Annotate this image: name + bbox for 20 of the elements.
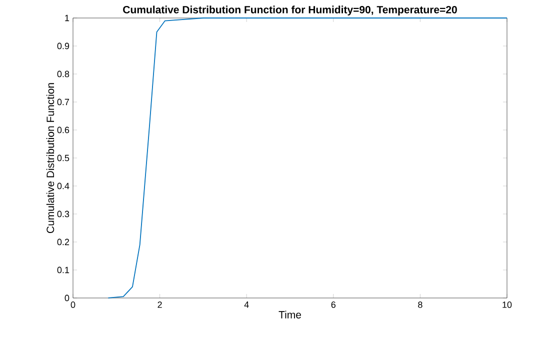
y-tick-label: 0.5 [57, 154, 70, 162]
x-axis-title: Time [278, 310, 301, 318]
y-tick-label: 0.7 [57, 98, 70, 106]
x-tick-label: 10 [502, 302, 512, 308]
y-tick-label: 0 [64, 294, 70, 302]
x-tick-label: 0 [70, 302, 76, 308]
x-tick-label: 8 [418, 302, 422, 308]
x-tick-label: 6 [331, 302, 336, 308]
y-tick-label: 0.8 [57, 70, 70, 78]
y-tick-label: 0.1 [57, 266, 70, 274]
y-axis-title: Cumulative Distribution Function [46, 83, 54, 234]
y-tick-label: 0.2 [57, 238, 70, 246]
y-tick-label: 0.9 [57, 42, 70, 50]
y-tick-label: 1 [65, 14, 70, 22]
x-tick-label: 4 [244, 302, 249, 308]
y-tick-label: 0.4 [57, 182, 70, 190]
y-tick-label: 0.3 [57, 210, 70, 218]
chart-title: Cumulative Distribution Function for Humidity=90, Temperature=20 [123, 6, 457, 16]
y-tick-label: 0.6 [57, 126, 70, 134]
x-tick-label: 2 [158, 302, 162, 308]
